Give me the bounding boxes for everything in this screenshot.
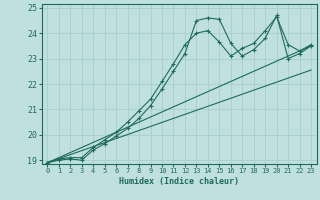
X-axis label: Humidex (Indice chaleur): Humidex (Indice chaleur) <box>119 177 239 186</box>
